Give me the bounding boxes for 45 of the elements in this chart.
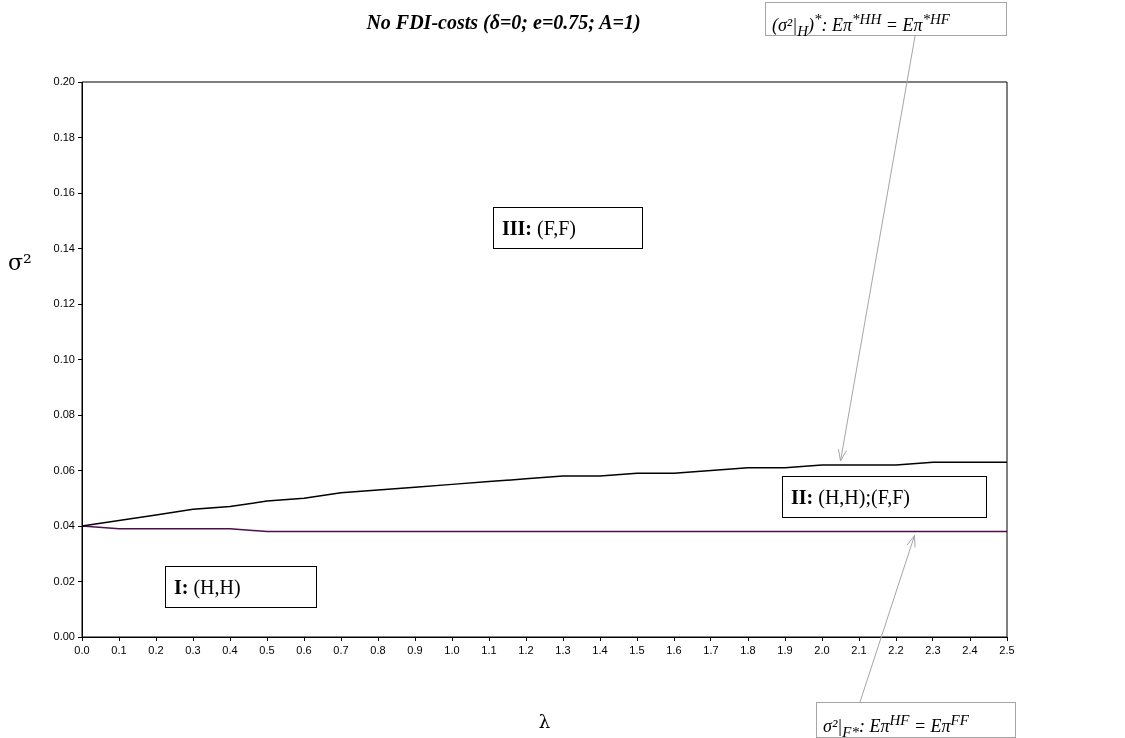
- text-box: σ²|$_{F*}$: Eπ$^{HF}$ = Eπ$^{FF}$: [816, 702, 1016, 738]
- text-box: III: (F,F): [493, 207, 643, 249]
- x-tick-label: 0.1: [111, 643, 127, 656]
- x-tick-label: 2.3: [925, 643, 941, 656]
- y-axis-title: σ²: [8, 250, 32, 275]
- chart-title: No FDI-costs (δ=0; e=0.75; A=1): [365, 11, 641, 35]
- y-tick-label: 0.00: [53, 630, 75, 643]
- x-tick-label: 0.7: [333, 643, 349, 656]
- x-tick-label: 2.2: [888, 643, 904, 656]
- x-tick-label: 1.8: [740, 643, 756, 656]
- x-tick-label: 0.6: [296, 643, 312, 656]
- x-tick-label: 0.0: [74, 643, 90, 656]
- text-box: (σ²|$_{H}$)$^{*}$: Eπ$^{*HH}$ = Eπ$^{*HF}$: [765, 2, 1007, 36]
- x-tick-label: 1.0: [444, 643, 460, 656]
- x-tick-label: 1.9: [777, 643, 793, 656]
- x-tick-label: 1.1: [481, 643, 497, 656]
- text-box: I: (H,H): [165, 566, 317, 608]
- y-tick-label: 0.12: [53, 297, 75, 310]
- x-tick-label: 2.5: [999, 643, 1015, 656]
- y-tick-label: 0.10: [53, 352, 75, 365]
- x-tick-label: 0.5: [259, 643, 275, 656]
- x-tick-label: 1.7: [703, 643, 719, 656]
- x-axis-title: λ: [538, 710, 551, 732]
- text-box: II: (H,H);(F,F): [782, 476, 987, 518]
- y-tick-label: 0.06: [53, 463, 75, 476]
- x-tick-label: 0.8: [370, 643, 386, 656]
- y-tick-label: 0.02: [53, 574, 75, 587]
- x-tick-label: 0.4: [222, 643, 238, 656]
- y-tick-label: 0.08: [53, 408, 75, 421]
- x-tick-label: 1.5: [629, 643, 645, 656]
- x-tick-label: 1.3: [555, 643, 571, 656]
- x-tick-label: 2.4: [962, 643, 978, 656]
- y-tick-label: 0.16: [53, 186, 75, 199]
- x-tick-label: 0.3: [185, 643, 201, 656]
- y-tick-label: 0.04: [53, 519, 75, 532]
- x-tick-label: 2.0: [814, 643, 830, 656]
- y-tick-label: 0.18: [53, 130, 75, 143]
- x-tick-label: 0.2: [148, 643, 164, 656]
- x-tick-label: 1.6: [666, 643, 682, 656]
- x-tick-label: 2.1: [851, 643, 867, 656]
- x-tick-label: 1.2: [518, 643, 534, 656]
- y-tick-label: 0.20: [53, 75, 75, 88]
- y-tick-label: 0.14: [53, 241, 75, 254]
- x-tick-label: 0.9: [407, 643, 423, 656]
- x-tick-label: 1.4: [592, 643, 608, 656]
